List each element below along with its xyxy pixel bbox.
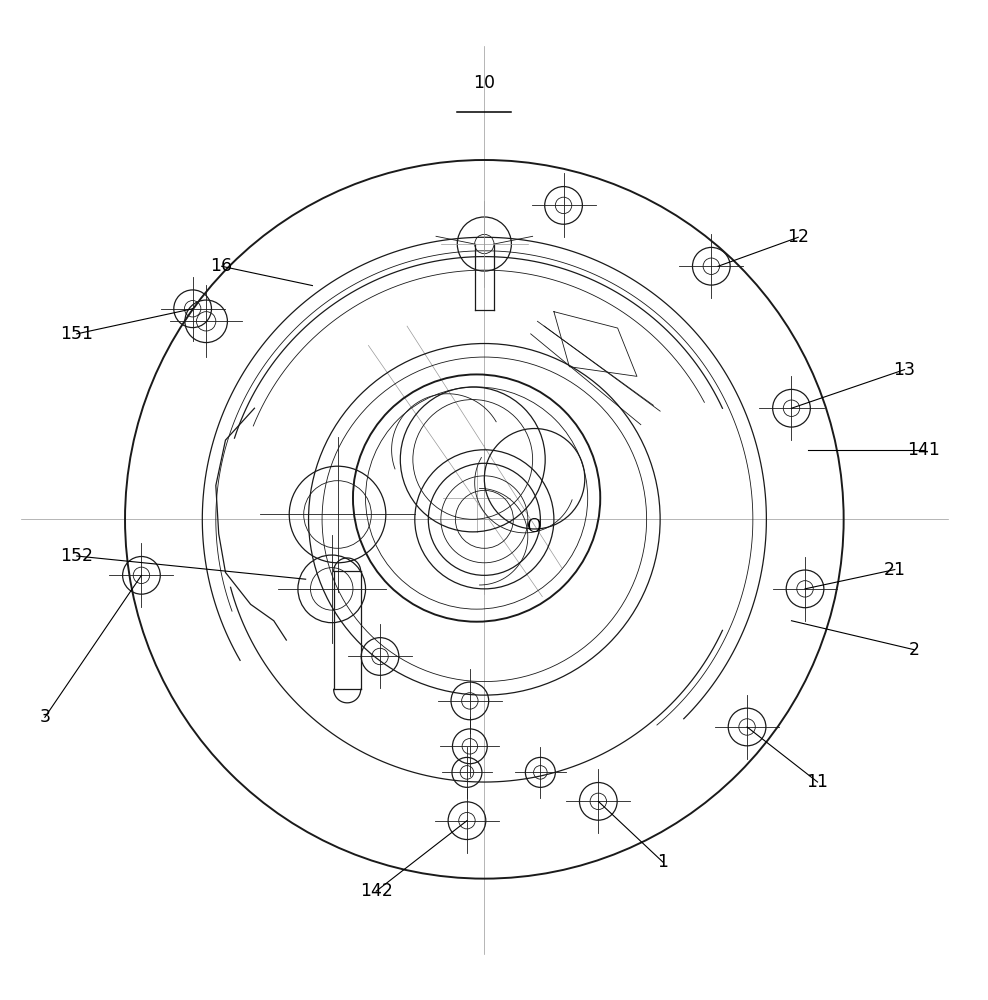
Text: 142: 142 [360, 882, 392, 900]
Text: 151: 151 [60, 325, 93, 343]
Text: O: O [528, 518, 542, 536]
Text: 3: 3 [40, 708, 50, 726]
Text: 2: 2 [909, 641, 920, 659]
Text: 13: 13 [893, 361, 916, 379]
Text: 1: 1 [658, 853, 669, 871]
Text: 12: 12 [787, 228, 809, 246]
Text: 16: 16 [210, 257, 233, 275]
Text: 152: 152 [60, 547, 93, 565]
Text: 11: 11 [806, 773, 829, 791]
Text: 21: 21 [884, 561, 906, 579]
Text: 10: 10 [473, 74, 495, 92]
Text: 141: 141 [907, 441, 941, 459]
